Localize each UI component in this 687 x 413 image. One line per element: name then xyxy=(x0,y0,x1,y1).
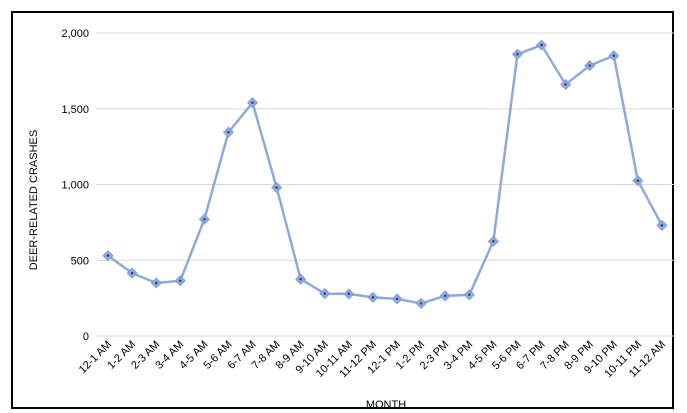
data-point-center xyxy=(371,296,375,299)
data-point-center xyxy=(323,292,326,295)
chart-frame xyxy=(11,11,674,409)
data-point-center xyxy=(468,293,471,296)
y-axis-label: DEER-RELATED CRASHES xyxy=(28,130,40,270)
data-point-center xyxy=(516,53,519,56)
data-point-center xyxy=(179,279,182,282)
x-axis-label: MONTH xyxy=(366,399,406,411)
data-point-center xyxy=(203,218,206,221)
data-point-center xyxy=(130,271,134,275)
x-tick-label: 12-1 AM xyxy=(77,339,114,376)
data-point-center xyxy=(299,277,302,281)
data-point-center xyxy=(660,224,664,227)
data-point-center xyxy=(106,254,110,257)
y-tick-label: 2,000 xyxy=(61,28,89,40)
data-point-center xyxy=(155,281,158,285)
series-layer xyxy=(102,39,668,309)
data-point-center xyxy=(492,240,495,243)
data-point-center xyxy=(275,186,278,189)
data-point-center xyxy=(395,297,399,301)
x-tick-labels: 12-1 AM1-2 AM2-3 AM3-4 AM4-5 AM5-6 AM6-7… xyxy=(77,339,668,381)
data-point-center xyxy=(444,294,447,298)
gridlines xyxy=(96,32,674,337)
y-tick-label: 0 xyxy=(83,331,89,343)
data-point-center xyxy=(419,302,423,305)
y-tick-label: 500 xyxy=(71,255,89,267)
series-line xyxy=(107,43,664,305)
data-point-center xyxy=(347,292,351,296)
data-point-center xyxy=(251,101,254,104)
data-point-center xyxy=(564,83,567,86)
y-tick-label: 1,000 xyxy=(61,180,89,192)
data-point-center xyxy=(612,54,615,57)
data-point-center xyxy=(636,179,640,182)
y-tick-labels: 0 500 1,000 1,500 2,000 xyxy=(61,28,89,343)
data-point-center xyxy=(540,43,543,47)
data-point-center xyxy=(227,131,230,134)
data-point-center xyxy=(588,64,591,67)
y-tick-label: 1,500 xyxy=(61,104,89,116)
